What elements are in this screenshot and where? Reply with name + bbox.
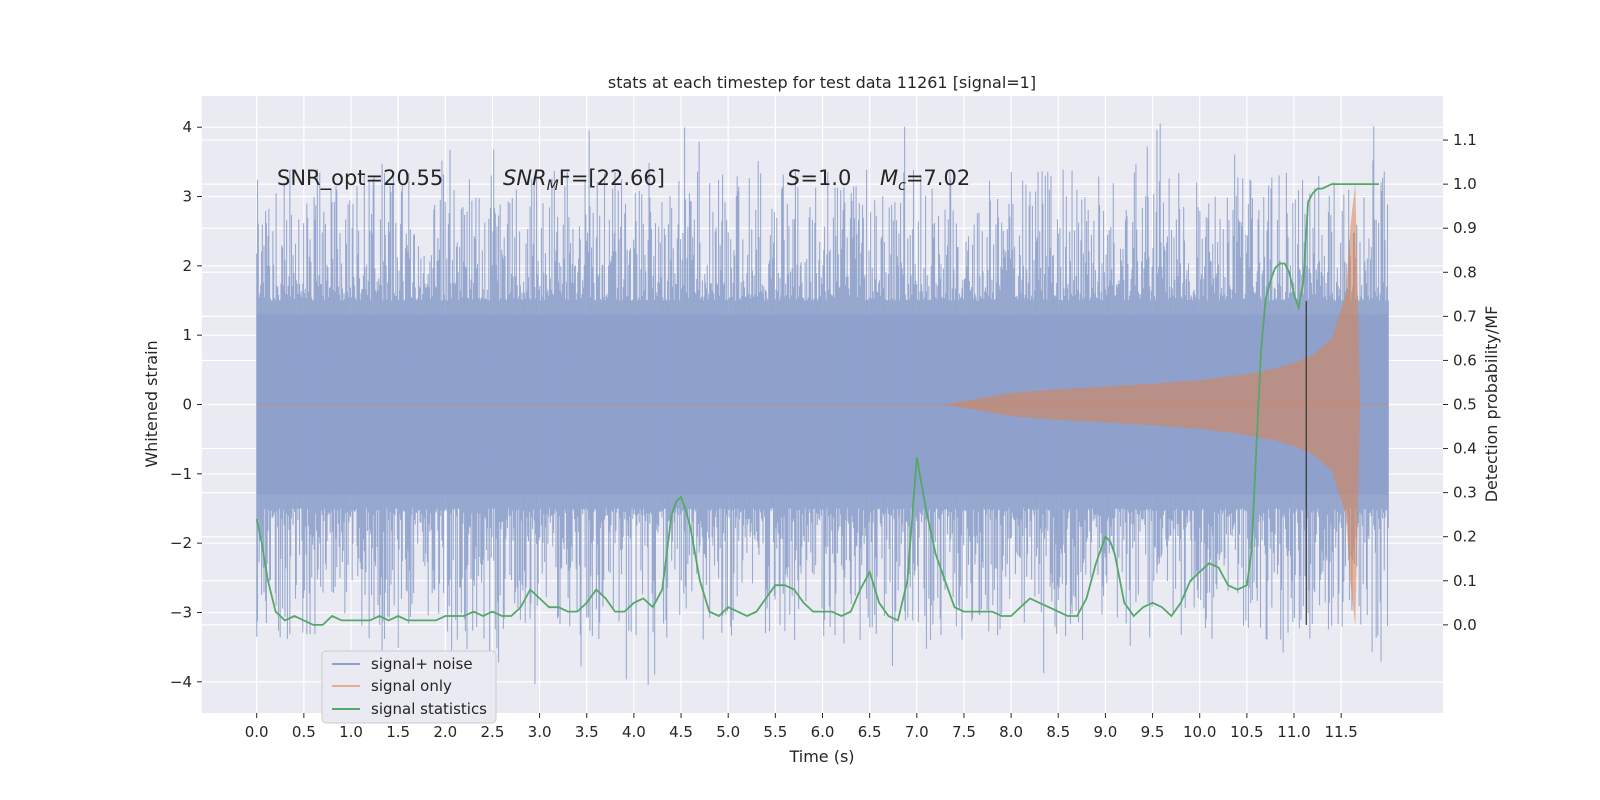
x-tick-label: 9.5 xyxy=(1141,723,1165,741)
y2-tick-label: 1.0 xyxy=(1453,175,1477,193)
x-tick-label: 8.5 xyxy=(1046,723,1070,741)
x-tick-label: 9.0 xyxy=(1093,723,1117,741)
y2-tick-label: 0.0 xyxy=(1453,616,1477,634)
y-tick-label: −4 xyxy=(170,673,192,691)
x-tick-label: 1.0 xyxy=(339,723,363,741)
y-axis-label: Whitened strain xyxy=(142,340,161,467)
legend: signal+ noise signal only signal statist… xyxy=(321,650,497,724)
x-tick-label: 10.5 xyxy=(1230,723,1263,741)
legend-box xyxy=(321,650,497,724)
y-tick-label: 4 xyxy=(182,118,192,136)
y2-tick-label: 0.5 xyxy=(1453,396,1477,414)
x-tick-label: 8.0 xyxy=(999,723,1023,741)
x-tick-label: 6.5 xyxy=(858,723,882,741)
legend-label-signal-only: signal only xyxy=(371,677,452,695)
x-tick-label: 5.0 xyxy=(716,723,740,741)
y-tick-label: 1 xyxy=(182,326,192,344)
y2-tick-label: 1.1 xyxy=(1453,131,1477,149)
y-tick-label: −1 xyxy=(170,465,192,483)
signal-only-series xyxy=(256,182,1389,627)
x-tick-label: 0.5 xyxy=(292,723,316,741)
y2-axis-ticks: 0.0 0.1 0.2 0.3 0.4 0.5 0.6 0.7 0.8 0.9 1.0 1.1 xyxy=(1443,131,1477,634)
y2-tick-label: 0.2 xyxy=(1453,528,1477,546)
y2-tick-label: 0.9 xyxy=(1453,219,1477,237)
y2-tick-label: 0.1 xyxy=(1453,572,1477,590)
x-tick-label: 1.5 xyxy=(386,723,410,741)
y-tick-label: 2 xyxy=(182,257,192,275)
x-tick-label: 4.0 xyxy=(622,723,646,741)
x-tick-label: 3.0 xyxy=(528,723,552,741)
x-axis-ticks: 0.0 0.5 1.0 1.5 2.0 2.5 3.0 3.5 4.0 4.5 5.0 5.5 6.0 6… xyxy=(245,713,1358,741)
x-tick-label: 2.0 xyxy=(433,723,457,741)
y2-tick-label: 0.6 xyxy=(1453,351,1477,369)
x-tick-label: 7.0 xyxy=(905,723,929,741)
x-tick-label: 7.5 xyxy=(952,723,976,741)
legend-label-signal-statistics: signal statistics xyxy=(371,700,487,718)
annotation-s: S=1.0 xyxy=(787,166,851,190)
x-tick-label: 11.5 xyxy=(1324,723,1357,741)
annotation-snr-opt: SNR_opt=20.55 xyxy=(277,166,443,191)
annotations: SNR_opt=20.55 SNRMF=[22.66] S=1.0 Mc=7.0… xyxy=(277,166,970,194)
y-tick-label: 0 xyxy=(182,396,192,414)
x-tick-label: 11.0 xyxy=(1277,723,1310,741)
y-tick-label: 3 xyxy=(182,188,192,206)
annotation-mc: Mc=7.02 xyxy=(880,166,970,194)
y2-tick-label: 0.3 xyxy=(1453,484,1477,502)
y-tick-label: −2 xyxy=(170,534,192,552)
chart-title: stats at each timestep for test data 112… xyxy=(608,73,1036,92)
y-axis-ticks: −4 −3 −2 −1 0 1 2 3 4 xyxy=(170,118,202,691)
legend-label-signal-noise: signal+ noise xyxy=(371,655,473,673)
y2-axis-label: Detection probability/MF xyxy=(1482,306,1501,503)
x-tick-label: 2.5 xyxy=(481,723,505,741)
x-axis-label: Time (s) xyxy=(788,747,854,766)
y-tick-label: −3 xyxy=(170,603,192,621)
y2-tick-label: 0.4 xyxy=(1453,440,1477,458)
x-tick-label: 10.0 xyxy=(1183,723,1216,741)
x-tick-label: 6.0 xyxy=(811,723,835,741)
x-tick-label: 5.5 xyxy=(763,723,787,741)
x-tick-label: 0.0 xyxy=(245,723,269,741)
x-tick-label: 3.5 xyxy=(575,723,599,741)
x-tick-label: 4.5 xyxy=(669,723,693,741)
signal-statistics-series xyxy=(255,183,1379,626)
y2-tick-label: 0.7 xyxy=(1453,307,1477,325)
annotation-snr-mf: SNRMF=[22.66] xyxy=(503,166,665,194)
y2-tick-label: 0.8 xyxy=(1453,263,1477,281)
signal-statistics-line xyxy=(255,183,1379,626)
